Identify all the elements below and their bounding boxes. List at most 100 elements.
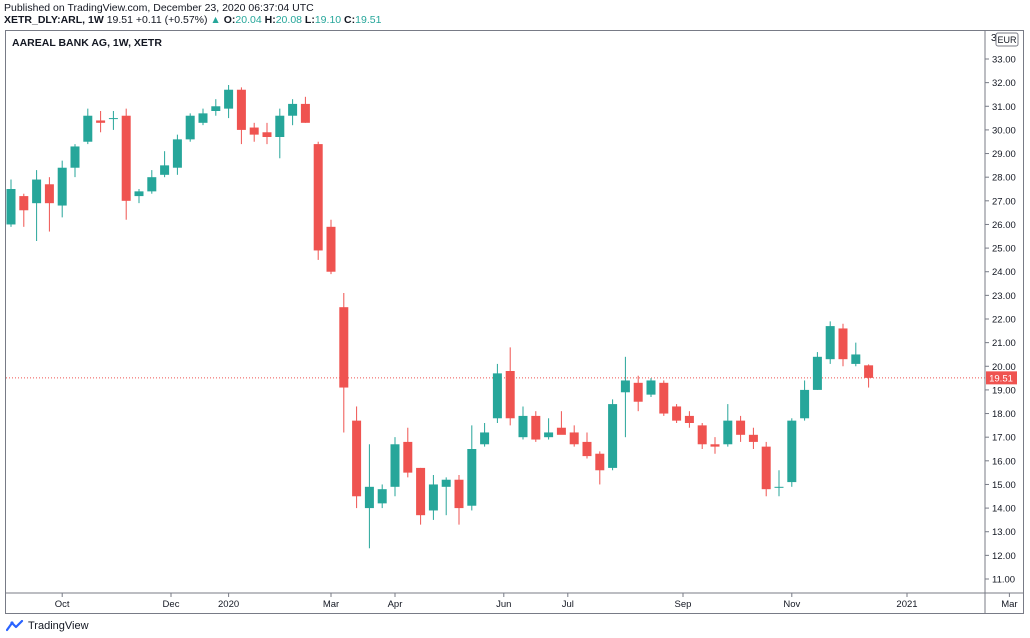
time-tick-label: Oct — [55, 599, 70, 610]
candle-body — [57, 167, 67, 206]
open-value: 20.04 — [235, 14, 262, 26]
candle-body — [595, 453, 605, 471]
candle-body — [160, 165, 170, 175]
footer-brand-label: TradingView — [28, 620, 89, 632]
candle-body — [377, 489, 387, 504]
price-tick-label: 16.00 — [992, 456, 1016, 467]
candle-body — [608, 404, 618, 468]
last-price: 19.51 — [106, 14, 133, 26]
candle-body — [275, 115, 285, 137]
price-tick-label: 30.00 — [992, 125, 1016, 136]
candle-body — [774, 486, 784, 488]
candle-body — [313, 144, 323, 251]
candle-body — [83, 115, 93, 142]
candle-body — [787, 420, 797, 483]
price-axis: 11.00 12.00 13.00 14.00 15.00 16.00 17.00 18.00… — [985, 55, 1016, 586]
change-up-arrow-icon: ▲ — [210, 14, 221, 26]
time-tick-label: 2021 — [896, 599, 917, 610]
candle-body — [800, 389, 810, 419]
price-tick-label: 22.00 — [992, 315, 1016, 326]
candle-body — [198, 113, 208, 123]
candle-body — [825, 326, 835, 360]
price-tick-label: 27.00 — [992, 196, 1016, 207]
candle-body — [710, 444, 720, 447]
symbol-label: XETR_DLY:ARL, 1W — [4, 14, 104, 26]
price-tick-label: 26.00 — [992, 220, 1016, 231]
candle-body — [6, 189, 16, 225]
price-tick-label: 31.00 — [992, 102, 1016, 113]
last-price-tag-bg — [986, 371, 1017, 385]
candle-body — [185, 115, 195, 140]
candle-body — [224, 89, 234, 109]
candle-body — [748, 434, 758, 442]
footer-brand[interactable]: TradingView — [6, 618, 89, 634]
time-axis: Oct Dec 2020 Mar Apr Jun Jul Sep Nov 2021 Mar — [55, 593, 1018, 610]
price-tick-label: 21.00 — [992, 338, 1016, 349]
chart-title: AAREAL BANK AG, 1W, XETR — [12, 37, 162, 49]
candle-body — [697, 425, 707, 445]
price-tick-label: 33.00 — [992, 55, 1016, 66]
candle-body — [364, 486, 374, 509]
time-tick-label: Sep — [675, 599, 692, 610]
high-label: H: — [264, 14, 276, 26]
candle-body — [403, 441, 413, 473]
candle-body — [134, 191, 144, 197]
candle-body — [236, 89, 246, 130]
candle-body — [326, 226, 336, 272]
candle-body — [249, 127, 259, 135]
price-tick-label: 13.00 — [992, 527, 1016, 538]
time-tick-label: Jul — [562, 599, 574, 610]
price-tick-label: 11.00 — [992, 575, 1015, 586]
price-tick-label: 25.00 — [992, 244, 1016, 255]
close-value: 19.51 — [355, 14, 382, 26]
price-tick-label: 15.00 — [992, 480, 1016, 491]
last-price-tag-label: 19.51 — [989, 373, 1013, 384]
candle-body — [659, 382, 669, 414]
candle-body — [569, 432, 579, 445]
price-tick-label: 19.00 — [992, 385, 1016, 396]
symbol-info-bar: XETR_DLY:ARL, 1W 19.51 +0.11 (+0.57%) ▲ … — [4, 14, 381, 26]
tradingview-logo-icon — [6, 620, 24, 632]
grid-lines — [6, 59, 985, 579]
price-tick-label: 29.00 — [992, 149, 1016, 160]
candle-body — [505, 371, 515, 419]
time-tick-label: Mar — [1001, 599, 1017, 610]
candle-body — [723, 420, 733, 445]
candle-body — [288, 103, 298, 116]
candle-body — [736, 420, 746, 435]
price-axis-top-label: 3 — [991, 33, 997, 44]
currency-box — [995, 32, 1019, 47]
candle-body — [531, 415, 541, 440]
currency-label: EUR — [997, 35, 1017, 45]
candle-body — [672, 406, 682, 421]
low-label: L: — [304, 14, 315, 26]
candle-body — [492, 373, 502, 419]
price-tick-label: 23.00 — [992, 291, 1016, 302]
candle-body — [70, 146, 80, 168]
last-price-tag: 19.51 — [986, 371, 1017, 385]
candle-body — [851, 354, 861, 364]
candle-body — [19, 196, 29, 211]
price-tick-label: 24.00 — [992, 267, 1016, 278]
candle-body — [441, 479, 451, 487]
price-tick-label: 18.00 — [992, 409, 1016, 420]
low-value: 19.10 — [314, 14, 342, 26]
time-tick-label: Jun — [496, 599, 511, 610]
candle-body — [684, 415, 694, 423]
candle-body — [32, 179, 42, 204]
price-tick-label: 14.00 — [992, 504, 1016, 515]
candle-body — [864, 365, 874, 378]
candle-body — [646, 380, 656, 395]
time-tick-label: Nov — [783, 599, 800, 610]
open-label: O: — [223, 14, 236, 26]
candle-body — [211, 106, 221, 111]
time-tick-label: Apr — [388, 599, 403, 610]
price-tick-label: 28.00 — [992, 173, 1016, 184]
candle-body — [620, 380, 630, 393]
candle-body — [339, 307, 349, 388]
chart-frame[interactable] — [5, 30, 1024, 614]
candle-body — [147, 177, 157, 192]
candle-body — [838, 328, 848, 360]
candle-body — [761, 446, 771, 490]
